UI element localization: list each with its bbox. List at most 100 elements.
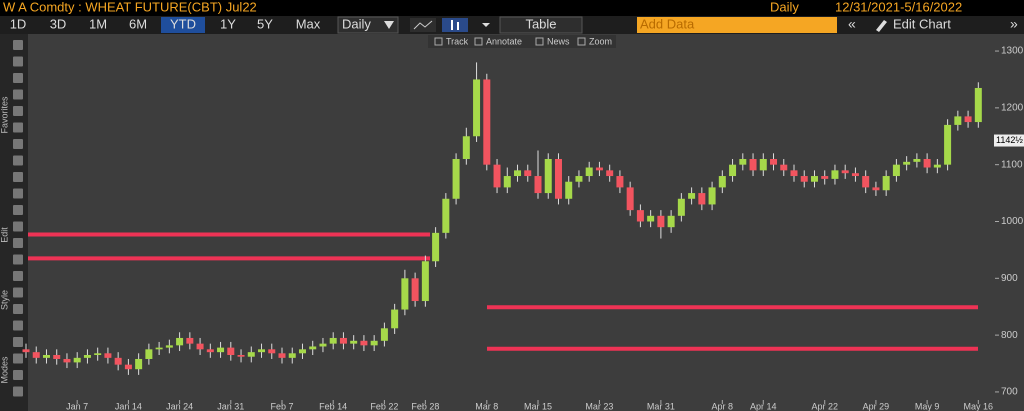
x-tick-label: Mar 8 bbox=[475, 401, 498, 411]
candle-body bbox=[452, 158, 460, 199]
candle-body bbox=[708, 187, 716, 205]
security-title: W A Comdty : WHEAT FUTURE(CBT) Jul22 bbox=[3, 0, 257, 14]
sidebar-tool[interactable] bbox=[13, 40, 23, 50]
candle-body bbox=[350, 340, 358, 344]
table-button[interactable]: Table bbox=[525, 16, 556, 31]
x-tick-label: Jan 7 bbox=[66, 401, 88, 411]
x-tick-label: Jan 31 bbox=[217, 401, 244, 411]
candle-body bbox=[821, 176, 829, 179]
period-button[interactable]: 1Y bbox=[220, 16, 236, 31]
candle-body bbox=[268, 349, 276, 354]
tool-button[interactable]: Annotate bbox=[486, 36, 522, 46]
candle-body bbox=[442, 198, 450, 233]
candle-body bbox=[483, 79, 491, 165]
x-tick-label: Mar 31 bbox=[647, 401, 675, 411]
x-tick-label: Feb 22 bbox=[370, 401, 398, 411]
candle-body bbox=[964, 116, 972, 123]
tool-button[interactable]: Track bbox=[446, 36, 469, 46]
period-button[interactable]: 3D bbox=[50, 16, 67, 31]
sidebar-section: Favorites bbox=[0, 96, 9, 134]
period-button[interactable]: YTD bbox=[170, 16, 196, 31]
candle-body bbox=[114, 357, 122, 365]
tool-button[interactable]: Zoom bbox=[589, 36, 612, 46]
candle-body bbox=[851, 173, 859, 177]
sidebar-tool[interactable] bbox=[13, 254, 23, 265]
x-tick-label: Mar 23 bbox=[585, 401, 613, 411]
sidebar-tool[interactable] bbox=[13, 188, 23, 199]
candle-body bbox=[124, 364, 132, 370]
candle-body bbox=[954, 116, 962, 125]
y-tick-label: 900 bbox=[1001, 273, 1018, 284]
sidebar-tool[interactable] bbox=[13, 122, 23, 133]
collapse-icon[interactable]: « bbox=[848, 16, 856, 32]
candle-body bbox=[575, 176, 583, 182]
table-button-bg[interactable] bbox=[499, 16, 583, 34]
tool-icon bbox=[577, 37, 586, 46]
candle-body bbox=[831, 170, 839, 179]
edit-chart-button[interactable]: Edit Chart bbox=[893, 16, 951, 31]
period-button[interactable]: 5Y bbox=[257, 16, 273, 31]
candle-body bbox=[339, 337, 347, 344]
candle-body bbox=[247, 352, 255, 357]
tool-button[interactable]: News bbox=[547, 36, 570, 46]
sidebar-section: Edit bbox=[0, 227, 9, 243]
candle-body bbox=[759, 158, 767, 171]
candle-body bbox=[258, 349, 266, 353]
candle-body bbox=[155, 347, 163, 350]
candle-body bbox=[780, 164, 788, 171]
sidebar-tool[interactable] bbox=[13, 172, 23, 182]
sidebar-tool[interactable] bbox=[13, 337, 23, 347]
period-button[interactable]: 1D bbox=[10, 16, 27, 31]
candle-body bbox=[739, 158, 747, 165]
sidebar-tool[interactable] bbox=[13, 221, 23, 232]
sidebar-tool[interactable] bbox=[13, 370, 23, 380]
last-price-label: 1142½ bbox=[996, 135, 1023, 145]
candle-body bbox=[688, 193, 696, 199]
candle-body bbox=[53, 355, 61, 359]
period-button[interactable]: 1M bbox=[89, 16, 107, 31]
candle-body bbox=[462, 136, 470, 159]
candle-body bbox=[319, 343, 327, 347]
add-data-field[interactable] bbox=[637, 17, 837, 33]
sidebar-section: Modes bbox=[0, 356, 9, 384]
candle-body bbox=[145, 349, 153, 359]
candle-icon[interactable] bbox=[442, 18, 468, 32]
sidebar-tool[interactable] bbox=[13, 139, 23, 149]
sidebar-tool[interactable] bbox=[13, 287, 23, 298]
candle-body bbox=[974, 87, 982, 123]
sidebar-tool[interactable] bbox=[13, 353, 23, 364]
more-arrow[interactable] bbox=[482, 23, 490, 27]
tool-icon bbox=[535, 37, 544, 46]
dropdown-arrow bbox=[384, 21, 394, 29]
line-glyph bbox=[413, 20, 433, 30]
candle-body bbox=[360, 340, 368, 346]
sidebar-tool[interactable] bbox=[13, 271, 23, 281]
candle-body bbox=[473, 79, 481, 137]
sidebar-tool[interactable] bbox=[13, 238, 23, 248]
candle-body bbox=[237, 355, 245, 357]
candle-body bbox=[544, 158, 552, 194]
sidebar-tool[interactable] bbox=[13, 89, 23, 100]
candle-body bbox=[380, 328, 388, 341]
date-range: 12/31/2021-5/16/2022 bbox=[835, 0, 962, 14]
sidebar-tool[interactable] bbox=[13, 155, 23, 166]
candle-body bbox=[370, 340, 378, 346]
sidebar-tool[interactable] bbox=[13, 73, 23, 83]
period-button[interactable]: 6M bbox=[129, 16, 147, 31]
frequency-dropdown[interactable] bbox=[337, 16, 399, 34]
candle-body bbox=[206, 349, 214, 353]
sidebar-tool[interactable] bbox=[13, 320, 23, 331]
candle-body bbox=[186, 337, 194, 344]
frequency-button[interactable]: Daily bbox=[342, 16, 371, 31]
sidebar-tool[interactable] bbox=[13, 386, 23, 397]
period-button[interactable]: Max bbox=[296, 16, 321, 31]
sidebar-tool[interactable] bbox=[13, 106, 23, 116]
sidebar-tool[interactable] bbox=[13, 56, 23, 67]
x-tick-label: Feb 7 bbox=[270, 401, 293, 411]
expand-icon[interactable]: » bbox=[1010, 16, 1018, 32]
candle-body bbox=[94, 353, 102, 356]
active-period-bg bbox=[161, 17, 205, 33]
sidebar-tool[interactable] bbox=[13, 304, 23, 314]
y-tick-label: 1200 bbox=[1001, 102, 1024, 113]
sidebar-tool[interactable] bbox=[13, 205, 23, 215]
